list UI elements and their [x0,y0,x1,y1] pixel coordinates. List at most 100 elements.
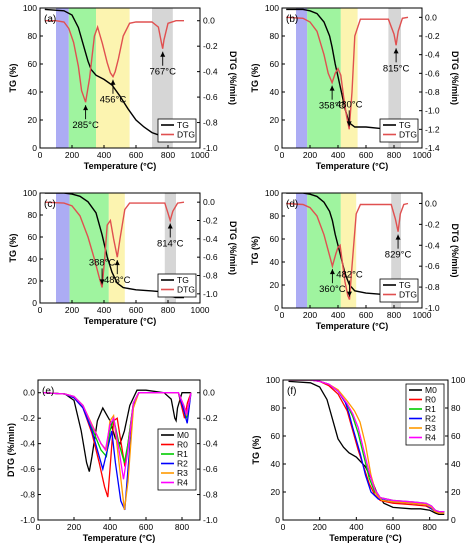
x-axis-title: Temperature (°C) [316,161,388,171]
y-tick-label: 60 [28,232,38,242]
y2-tick-label: -0.8 [203,490,218,500]
x-tick-label: 0 [281,522,286,532]
chart-panel-4: 0 200 400 600 800 1000 0 20 40 60 80 100 -1.0 -0.8 -0.… [250,188,460,331]
y2-tick-label: 0.0 [203,16,215,26]
chart-panel-6: 0 200 400 600 800 0 20 40 60 80 100 0 20 40 60 80 100 Tem… [251,375,465,543]
y2-tick-label: -0.8 [203,271,218,281]
annotation-arrowhead [346,291,352,297]
y2-tick-label: -0.4 [203,67,218,77]
plot-area [43,389,192,511]
y2-axis-title: DTG (%/min) [228,221,238,275]
y-tick-label: 80 [270,211,280,221]
region-band-2 [307,193,341,308]
x-tick-label: 400 [349,522,363,532]
y2-tick-label: 0.0 [203,388,215,398]
y-tick-label: 40 [28,254,38,264]
annotation-label: 482°C [336,270,363,281]
y2-tick-label: 0 [451,515,456,525]
y-tick-label: 60 [28,59,38,69]
annotation-label: 814°C [157,239,184,250]
legend-label-r4: R4 [177,478,188,488]
y-tick-label: -1.0 [20,515,35,525]
y-tick-label: 40 [28,87,38,97]
chart-panel-2: 0 200 400 600 800 1000 0 20 40 60 80 100 -1.4 -1.2 -1.… [250,3,460,171]
legend-label-m0: M0 [425,385,437,395]
x-tick-label: 200 [65,150,79,160]
y2-tick-label: -0.2 [425,31,440,41]
x-tick-label: 1000 [191,305,210,315]
y-tick-label: -0.6 [20,464,35,474]
y-axis-title: TG (%) [250,236,260,265]
x-tick-label: 600 [359,150,373,160]
y-tick-label: 0 [274,303,279,313]
annotation-arrowhead [83,105,89,111]
legend-label-tg: TG [177,120,189,130]
y2-axis-title: DTG (%/min) [228,51,238,105]
y2-tick-label: -0.2 [203,41,218,51]
legend-box [405,383,445,446]
plot-frame [39,7,201,149]
region-band-3 [340,8,358,148]
y-tick-label: 60 [270,234,280,244]
y-tick-label: 0.0 [23,388,35,398]
y-tick-label: 40 [270,257,280,267]
x-tick-label: 200 [303,310,317,320]
y2-tick-label: 0.0 [425,12,437,22]
y-tick-label: 20 [28,115,38,125]
x-tick-label: 800 [387,310,401,320]
annotation-arrowhead [329,85,335,91]
x-tick-label: 0 [38,305,43,315]
y-tick-label: 20 [28,276,38,286]
plot-area [286,193,409,308]
x-axis-title: Temperature (°C) [84,161,156,171]
y2-axis-title: DTG (%/min) [450,51,460,105]
region-band-1 [296,8,308,148]
plot-frame [281,192,423,309]
y2-tick-label: -1.0 [425,106,440,116]
y2-tick-label: -0.6 [425,261,440,271]
annotation-label: 388°C [89,257,116,268]
plot-area [288,380,445,516]
y-tick-label: 0 [32,298,37,308]
y-tick-label: 100 [23,3,37,13]
legend-label-tg: TG [399,120,411,130]
y-tick-label: 80 [28,210,38,220]
panel-label: (d) [286,199,298,210]
region-band-3 [108,193,125,303]
y-tick-label: 0 [274,143,279,153]
y2-tick-label: -0.2 [203,413,218,423]
legend-label-tg: TG [399,280,411,290]
y2-tick-label: 60 [451,431,461,441]
x-tick-label: 800 [161,305,175,315]
x-axis-title: Temperature (°C) [329,533,401,543]
region-band-2 [307,8,341,148]
annotation-arrowhead [329,269,335,275]
plot-area [286,8,409,148]
y-tick-label: 0 [275,515,280,525]
plot-frame [282,379,449,521]
region-band-1 [56,193,70,303]
y-axis-title: DTG (%/min) [6,423,16,477]
x-axis-title: Temperature (°C) [83,533,155,543]
annotation-label: 829°C [385,250,412,261]
legend-label-r0: R0 [425,395,436,405]
annotation-label: 815°C [383,63,410,74]
y-tick-label: -0.8 [20,490,35,500]
x-tick-label: 600 [359,310,373,320]
region-band-1 [296,193,308,308]
annotation-arrowhead [346,121,352,127]
plot-frame [37,379,201,521]
x-tick-label: 400 [331,150,345,160]
y-tick-label: 100 [265,188,279,198]
legend-label-dtg: DTG [177,285,195,295]
x-tick-label: 800 [423,522,437,532]
y2-tick-label: 20 [451,487,461,497]
annotation-arrowhead [110,79,116,85]
y2-tick-label: 100 [451,375,465,385]
y-tick-label: -0.2 [20,413,35,423]
region-band-4 [391,193,401,308]
y2-tick-label: -1.0 [203,143,218,153]
plot-area [44,193,185,303]
y2-tick-label: -0.8 [425,87,440,97]
